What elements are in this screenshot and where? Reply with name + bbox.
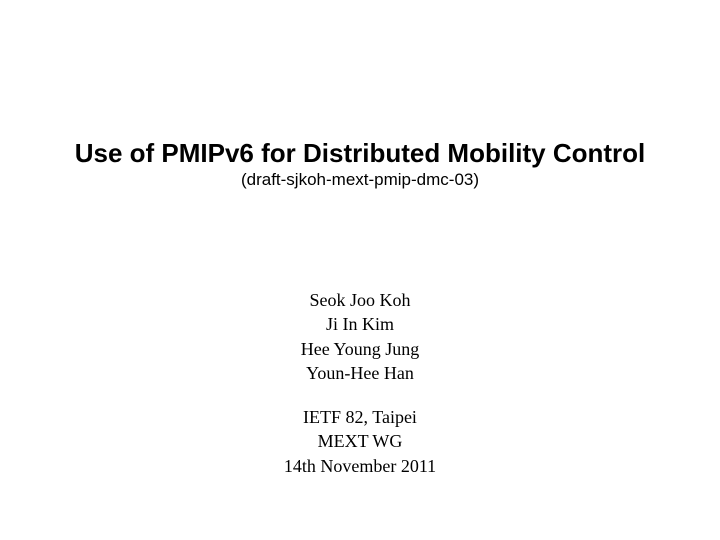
meta-line: MEXT WG: [0, 429, 720, 453]
meta-line: IETF 82, Taipei: [0, 405, 720, 429]
author-line: Ji In Kim: [0, 312, 720, 336]
meta-line: 14th November 2011: [0, 454, 720, 478]
author-line: Youn-Hee Han: [0, 361, 720, 385]
slide-subtitle: (draft-sjkoh-mext-pmip-dmc-03): [0, 170, 720, 190]
author-line: Seok Joo Koh: [0, 288, 720, 312]
meta-block: IETF 82, Taipei MEXT WG 14th November 20…: [0, 405, 720, 478]
slide: Use of PMIPv6 for Distributed Mobility C…: [0, 0, 720, 540]
authors-block: Seok Joo Koh Ji In Kim Hee Young Jung Yo…: [0, 288, 720, 385]
slide-title: Use of PMIPv6 for Distributed Mobility C…: [0, 138, 720, 169]
author-line: Hee Young Jung: [0, 337, 720, 361]
